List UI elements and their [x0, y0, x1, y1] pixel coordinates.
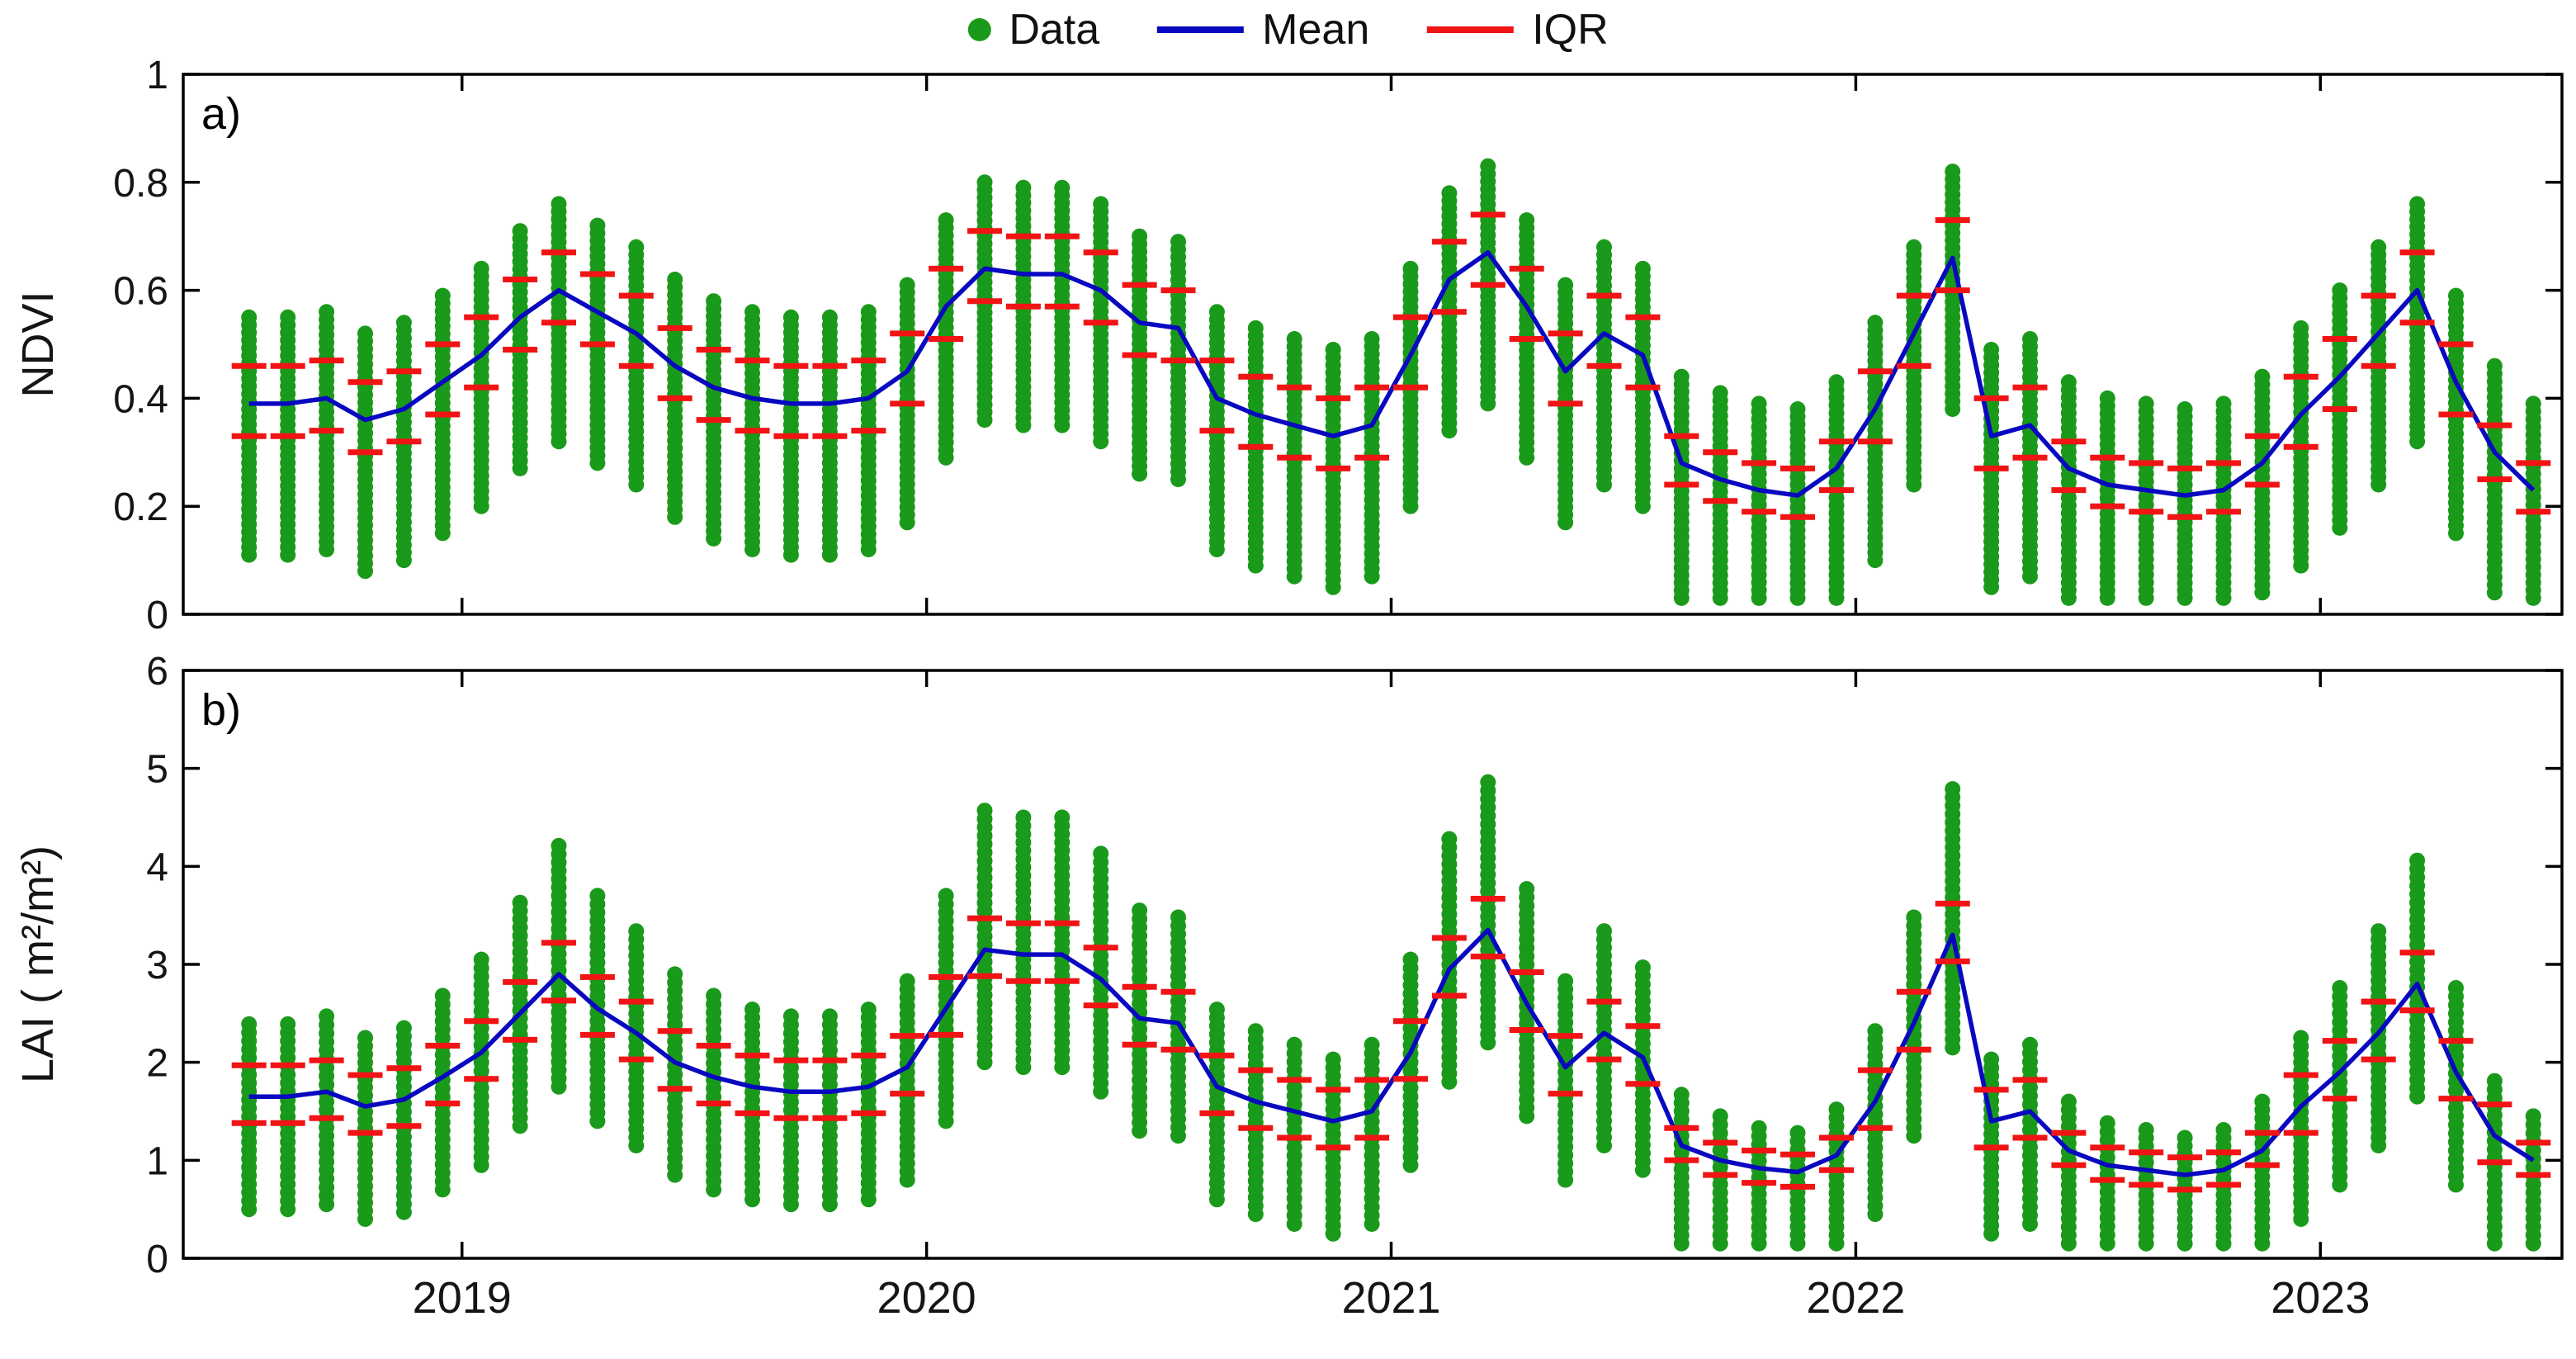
x-tick-label: 2019 [413, 1273, 512, 1323]
x-tick-label: 2021 [1341, 1273, 1440, 1323]
panel-letter: a) [201, 89, 241, 139]
mean-line [248, 250, 2536, 498]
legend-label-data: Data [1009, 6, 1100, 54]
x-tick-label: 2020 [877, 1273, 976, 1323]
panel-a: 0 0.2 0.4 0.6 0.8 1 a) NDVI [13, 54, 2564, 637]
y-tick-label: 1 [146, 1139, 168, 1183]
iqr-bars-group [231, 896, 2551, 1193]
y-tick-label: 0.6 [113, 270, 168, 314]
y-axis-label: LAI ( m²/m²) [13, 845, 63, 1083]
legend-item-mean: Mean [1157, 8, 1369, 51]
y-tick-label: 0.8 [113, 162, 168, 206]
data-points-group [241, 774, 2541, 1252]
legend-label-mean: Mean [1262, 6, 1370, 54]
y-tick-label: 0.2 [113, 485, 168, 529]
x-tick-label: 2023 [2271, 1273, 2370, 1323]
iqr-bars-group [231, 211, 2551, 520]
chart-legend: Data Mean IQR [967, 6, 1609, 54]
mean-line [248, 927, 2535, 1177]
mean-line-marker-icon [1157, 26, 1245, 33]
y-tick-label: 0.4 [113, 377, 168, 421]
panel-letter: b) [201, 685, 241, 735]
y-tick-label: 2 [146, 1042, 168, 1086]
legend-item-iqr: IQR [1427, 6, 1609, 54]
y-tick-label: 1 [146, 54, 168, 97]
y-tick-label: 0 [146, 1238, 168, 1281]
y-tick-label: 6 [146, 650, 168, 694]
panel-b: 0 1 2 3 4 5 6 2019 2020 2021 2022 2023 b) LAI ( m²/m²… [13, 650, 2564, 1323]
legend-label-iqr: IQR [1532, 6, 1609, 54]
y-tick-label: 5 [146, 748, 168, 792]
y-tick-label: 3 [146, 944, 168, 987]
iqr-line-marker-icon [1427, 26, 1515, 33]
axes-box [182, 73, 2564, 616]
data-point-marker-icon [967, 18, 991, 41]
x-tick-label: 2022 [1806, 1273, 1905, 1323]
y-tick-label: 0 [146, 594, 168, 637]
legend-item-data: Data [967, 8, 1099, 51]
y-axis-label: NDVI [13, 291, 63, 397]
y-tick-label: 4 [146, 845, 168, 889]
